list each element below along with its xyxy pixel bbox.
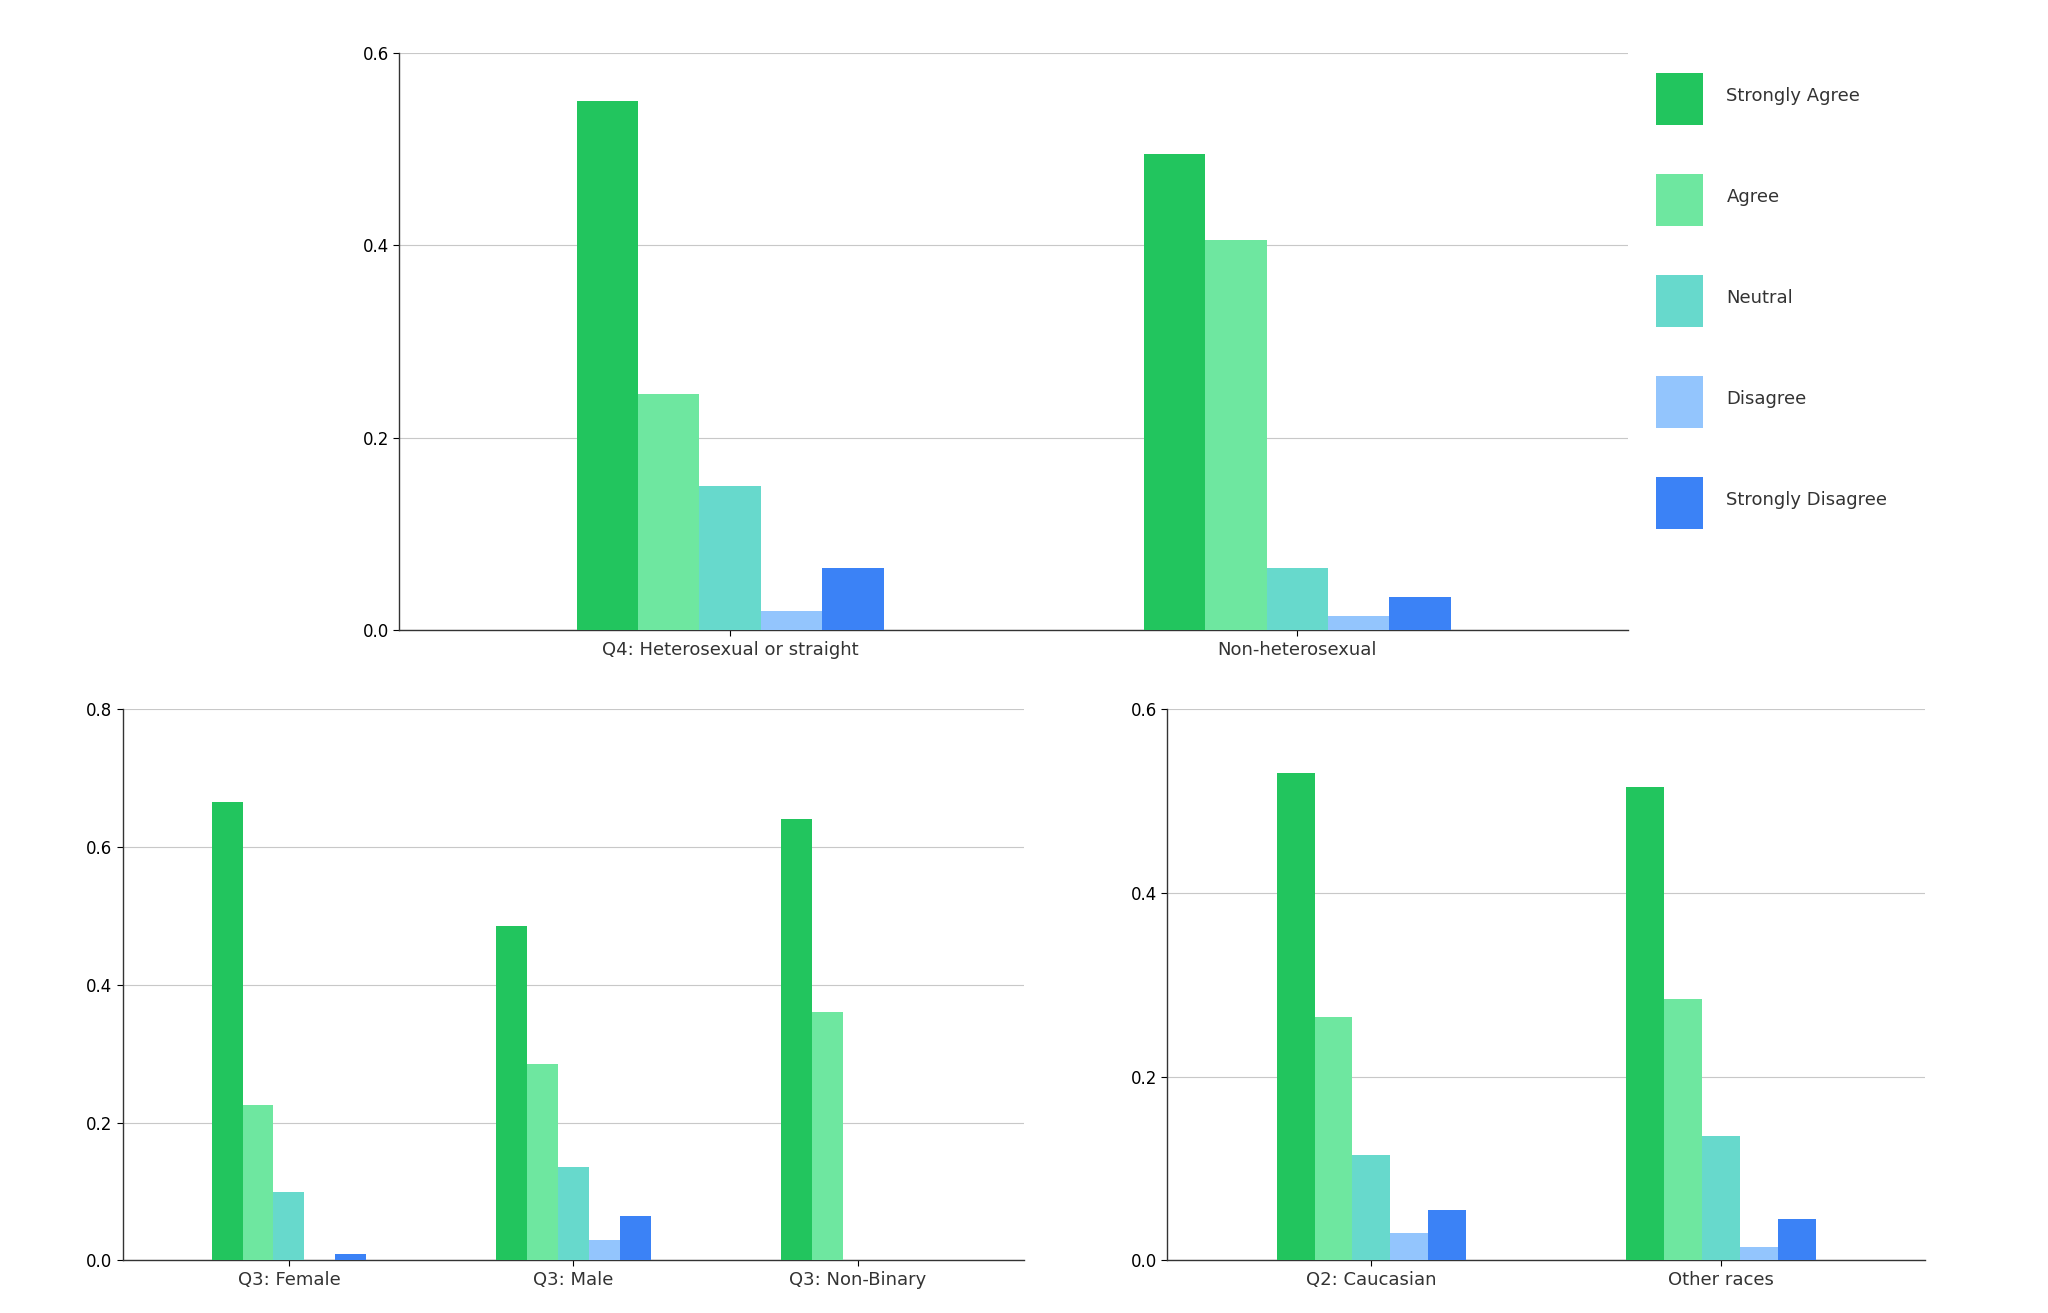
Bar (242, 1106, 274, 1260)
Bar (639, 394, 700, 630)
Bar (336, 1254, 367, 1260)
Text: Strongly Agree: Strongly Agree (1726, 87, 1860, 105)
Bar (1315, 1016, 1352, 1260)
FancyBboxPatch shape (1657, 72, 1704, 125)
Bar (211, 802, 242, 1260)
Bar (700, 486, 762, 630)
Bar (1143, 154, 1204, 630)
Bar (526, 1064, 557, 1260)
Bar (1389, 596, 1450, 630)
Text: Agree: Agree (1726, 188, 1780, 206)
Bar (578, 101, 639, 630)
Bar (1702, 1136, 1741, 1260)
Bar (811, 1012, 842, 1260)
Bar (1427, 1211, 1466, 1260)
FancyBboxPatch shape (1657, 173, 1704, 226)
Bar (1352, 1155, 1391, 1260)
Bar (1741, 1247, 1778, 1260)
Bar (780, 819, 811, 1260)
Text: OSS would be more
resilient, innovative
with increased
diversity
of contributors: OSS would be more resilient, innovative … (53, 135, 319, 309)
FancyBboxPatch shape (1657, 477, 1704, 529)
Bar (1665, 999, 1702, 1260)
Bar (1327, 616, 1389, 630)
Text: Disagree: Disagree (1726, 390, 1806, 408)
Bar (823, 567, 885, 630)
Bar (1266, 567, 1327, 630)
Text: Neutral: Neutral (1726, 289, 1794, 307)
Bar (590, 1239, 621, 1260)
Bar (1626, 786, 1665, 1260)
Bar (557, 1167, 590, 1260)
Bar (762, 611, 823, 630)
Bar (1391, 1233, 1427, 1260)
Bar (1276, 773, 1315, 1260)
Bar (1778, 1218, 1817, 1260)
FancyBboxPatch shape (1657, 274, 1704, 327)
Bar (621, 1216, 651, 1260)
FancyBboxPatch shape (1657, 376, 1704, 428)
Text: Strongly Disagree: Strongly Disagree (1726, 491, 1888, 509)
Bar (496, 926, 526, 1260)
Bar (1204, 240, 1266, 630)
Bar (274, 1192, 305, 1260)
